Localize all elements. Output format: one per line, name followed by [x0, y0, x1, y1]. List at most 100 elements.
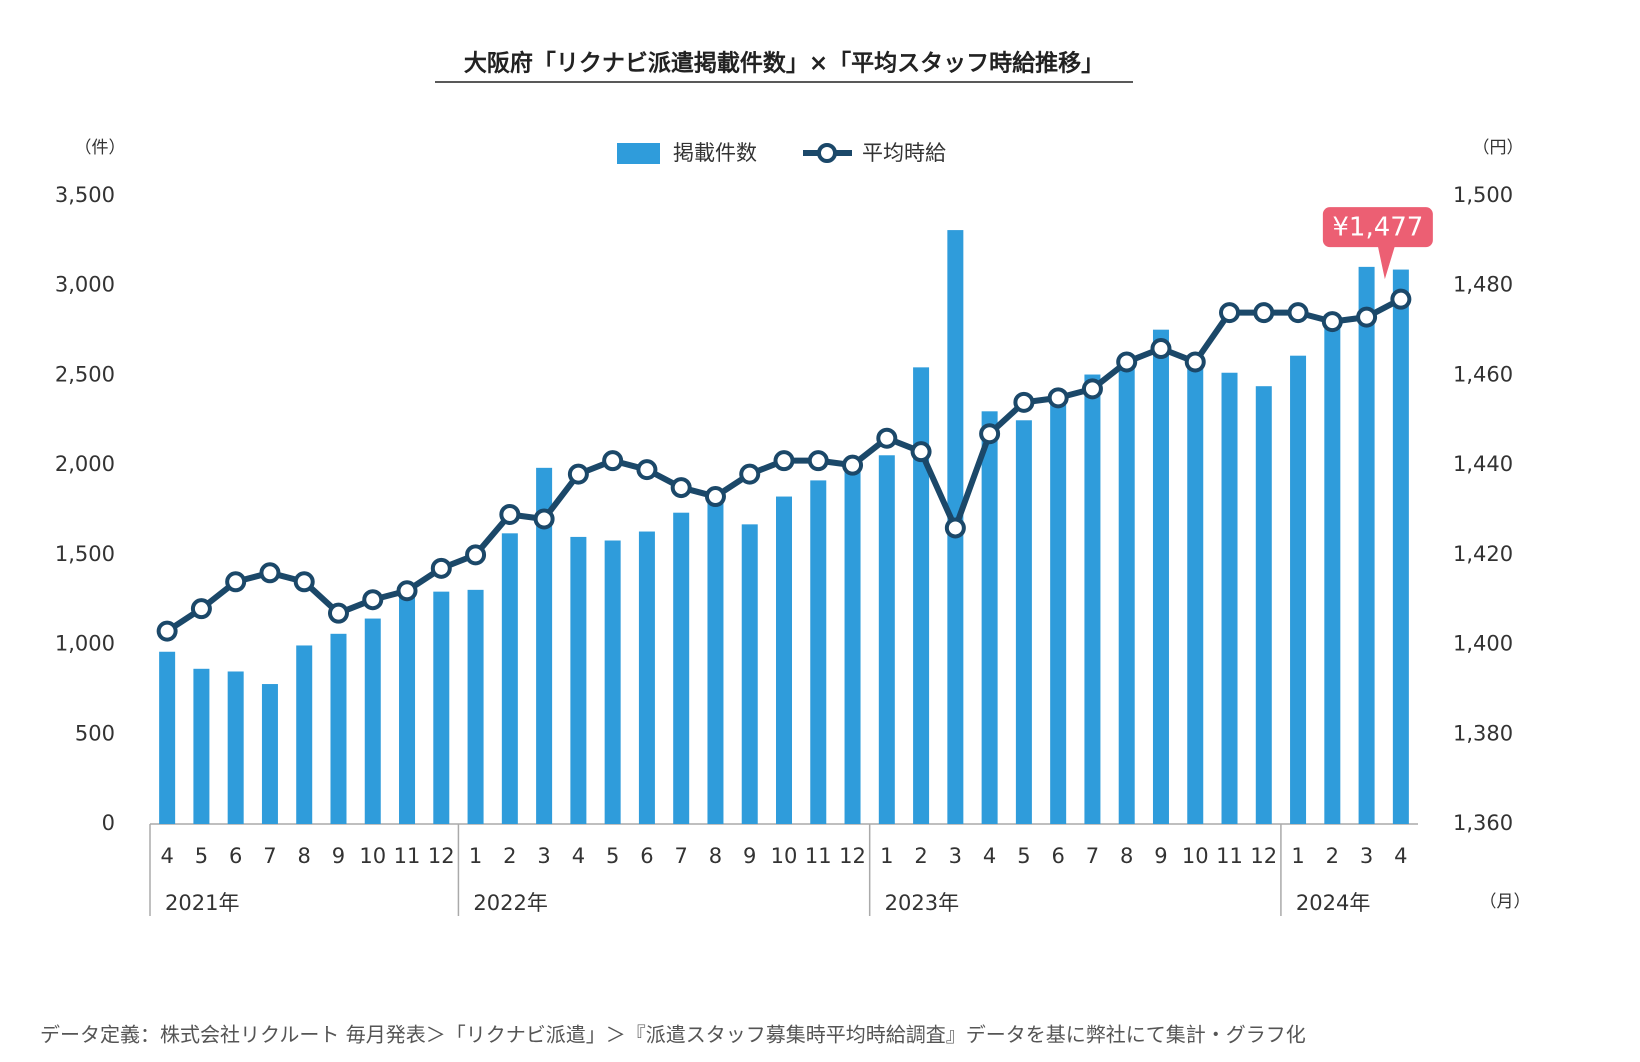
line-point [465, 544, 487, 566]
x-tick-label: 10 [771, 844, 798, 868]
line-point [1116, 351, 1138, 373]
bar [1290, 355, 1307, 824]
legend-swatch [617, 143, 660, 164]
legend-swatch [817, 143, 837, 163]
x-tick-label: 9 [332, 844, 345, 868]
x-tick-label: 2 [503, 844, 516, 868]
bar [467, 589, 484, 824]
x-tick-label: 1 [1291, 844, 1304, 868]
callout-pointer [1377, 246, 1395, 280]
bar [878, 455, 895, 824]
y-tick-label: 3,000 [55, 273, 115, 297]
line-point [327, 602, 349, 624]
line-point [1150, 338, 1172, 360]
bar [810, 480, 827, 824]
line-point [910, 441, 932, 463]
x-tick-label: 1 [469, 844, 482, 868]
x-tick-label: 9 [743, 844, 756, 868]
bar [741, 524, 758, 824]
x-tick-label: 3 [949, 844, 962, 868]
y2-tick-label: 1,360 [1453, 811, 1513, 835]
y-tick-label: 500 [75, 721, 115, 745]
line-point [362, 589, 384, 611]
x-tick-label: 7 [263, 844, 276, 868]
y-tick-label: 1,000 [55, 632, 115, 656]
line-point [979, 423, 1001, 445]
x-tick-label: 12 [428, 844, 455, 868]
line-point [1219, 302, 1241, 324]
x-tick-label: 4 [572, 844, 585, 868]
bar [193, 668, 210, 824]
line-point [430, 557, 452, 579]
callout-box [1322, 207, 1433, 248]
bar [433, 591, 450, 824]
bar [536, 467, 553, 824]
x-tick-label: 8 [709, 844, 722, 868]
bar [638, 531, 655, 824]
line-point [1321, 311, 1343, 333]
line-point [876, 427, 898, 449]
y-tick-label: 2,500 [55, 362, 115, 386]
y2-tick-label: 1,440 [1453, 452, 1513, 476]
line-point [1184, 351, 1206, 373]
x-tick-label: 7 [675, 844, 688, 868]
y2-tick-label: 1,500 [1453, 183, 1513, 207]
line-point [944, 517, 966, 539]
x-tick-label: 5 [195, 844, 208, 868]
y2-tick-label: 1,380 [1453, 721, 1513, 745]
x-tick-label: 10 [359, 844, 386, 868]
line-point [156, 620, 178, 642]
year-label: 2022年 [473, 891, 547, 915]
x-tick-label: 5 [606, 844, 619, 868]
line-point [1013, 391, 1035, 413]
y-tick-label: 3,500 [55, 183, 115, 207]
x-tick-label: 12 [1250, 844, 1277, 868]
year-label: 2021年 [165, 891, 239, 915]
line-point [567, 463, 589, 485]
bar [1221, 372, 1238, 824]
source-note: データ定義：株式会社リクルート 毎月発表＞「リクナビ派遣」＞『派遣スタッフ募集時… [40, 1023, 1306, 1047]
line-point [1356, 306, 1378, 328]
x-tick-label: 2 [914, 844, 927, 868]
line-point [499, 503, 521, 525]
x-tick-label: 10 [1182, 844, 1209, 868]
bar [1118, 358, 1135, 824]
line-point [670, 477, 692, 499]
bar [1015, 420, 1032, 824]
bar [1255, 386, 1272, 824]
y2-tick-label: 1,480 [1453, 273, 1513, 297]
line-point [807, 450, 829, 472]
x-tick-label: 9 [1154, 844, 1167, 868]
bar [261, 684, 278, 824]
x-tick-label: 4 [1394, 844, 1407, 868]
line-point [1047, 387, 1069, 409]
y2-tick-label: 1,400 [1453, 632, 1513, 656]
bar [330, 633, 347, 824]
line-point [225, 571, 247, 593]
x-tick-label: 3 [1360, 844, 1373, 868]
bar [604, 540, 621, 824]
line-point [1287, 302, 1309, 324]
x-tick-label: 6 [229, 844, 242, 868]
bar [776, 496, 792, 824]
bar [159, 651, 176, 824]
bar [913, 367, 930, 824]
line-point [259, 562, 281, 584]
bar [981, 411, 998, 824]
line-point [1253, 302, 1275, 324]
y-tick-label: 1,500 [55, 542, 115, 566]
bar [1050, 397, 1067, 824]
y2-unit: （円） [1473, 138, 1524, 158]
x-tick-label: 4 [160, 844, 173, 868]
y2-tick-label: 1,420 [1453, 542, 1513, 566]
year-label: 2024年 [1296, 891, 1370, 915]
x-tick-label: 1 [880, 844, 893, 868]
x-unit: （月） [1480, 892, 1531, 912]
callout-label: ¥1,477 [1332, 213, 1423, 243]
x-tick-label: 6 [1051, 844, 1064, 868]
bar [1152, 329, 1169, 824]
line-point [636, 459, 658, 481]
legend-label: 平均時給 [862, 141, 946, 165]
bar [364, 618, 381, 824]
